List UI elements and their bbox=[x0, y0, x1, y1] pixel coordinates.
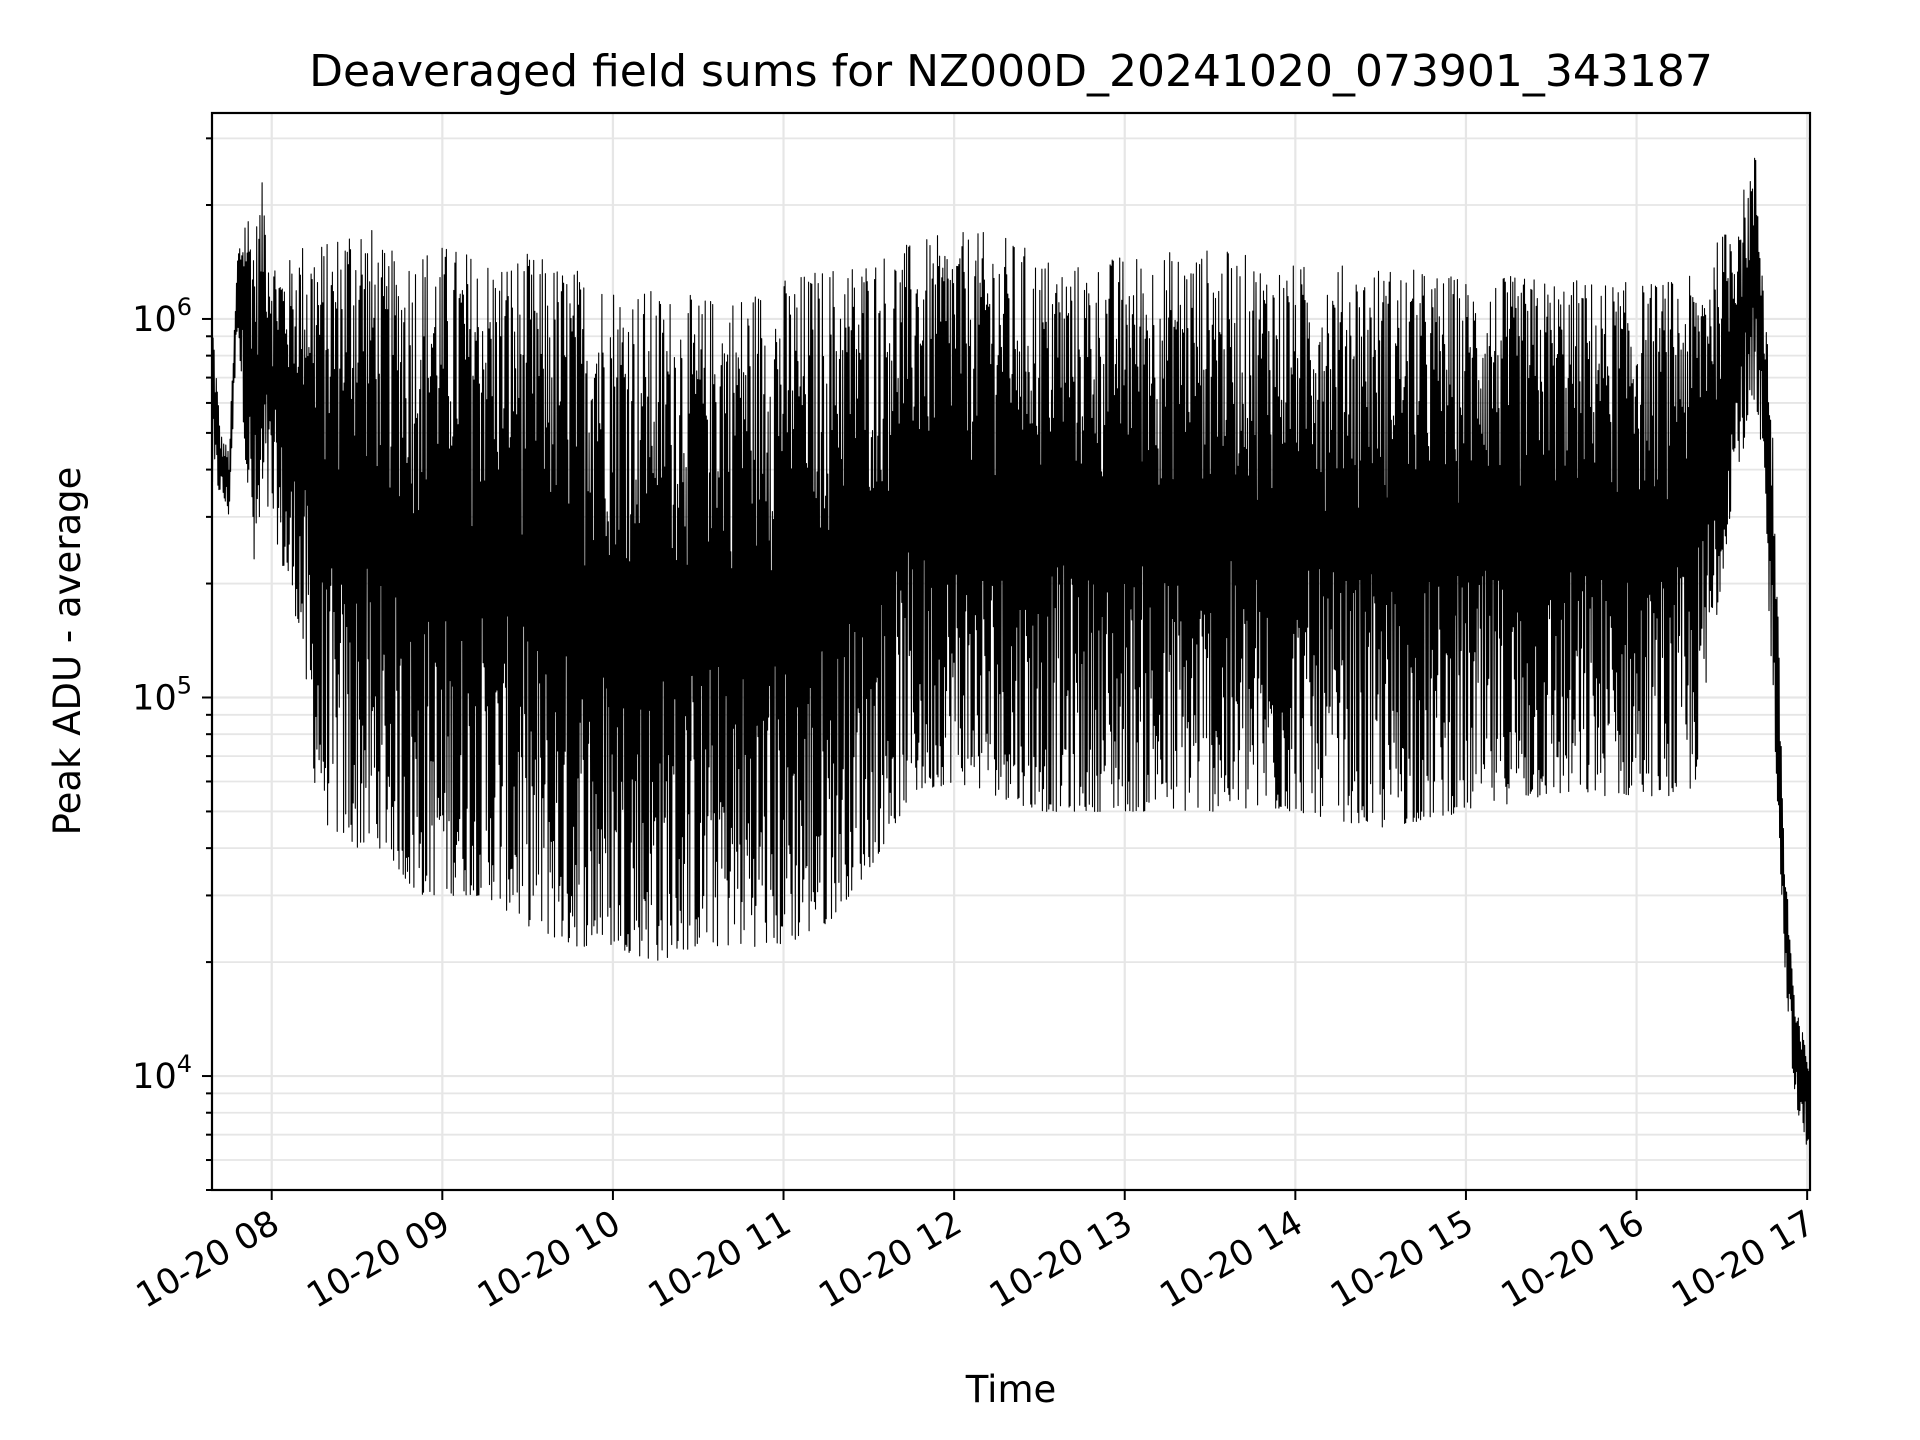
plot-frame bbox=[210, 111, 1812, 1192]
x-tick-label: 10-20 08 bbox=[130, 1203, 286, 1316]
chart-title: Deaveraged field sums for NZ000D_2024102… bbox=[309, 46, 1713, 97]
x-tick-label: 10-20 12 bbox=[812, 1203, 968, 1316]
x-tick-label: 10-20 17 bbox=[1665, 1203, 1821, 1316]
x-tick-label: 10-20 16 bbox=[1495, 1203, 1651, 1316]
x-tick-label: 10-20 14 bbox=[1154, 1203, 1310, 1316]
data-series bbox=[211, 157, 1811, 1145]
x-tick-label: 10-20 11 bbox=[642, 1203, 798, 1316]
y-axis-label: Peak ADU - average bbox=[46, 467, 89, 836]
x-axis-ticks: 10-20 08 10-20 09 10-20 10 10-20 11 10-20 12… bbox=[130, 1190, 1822, 1316]
y-tick-label-exponent: 6 bbox=[177, 293, 192, 321]
y-tick-label-base: 10 bbox=[132, 1057, 177, 1097]
x-axis-label: Time bbox=[965, 1368, 1057, 1411]
y-tick-label-exponent: 5 bbox=[177, 672, 192, 700]
x-tick-label: 10-20 15 bbox=[1324, 1203, 1480, 1316]
y-tick-label: 106 bbox=[132, 293, 192, 340]
x-tick-label: 10-20 13 bbox=[983, 1203, 1139, 1316]
y-tick-label: 104 bbox=[132, 1050, 192, 1097]
y-tick-label-exponent: 4 bbox=[177, 1050, 192, 1078]
x-tick-label: 10-20 10 bbox=[471, 1203, 627, 1316]
y-tick-label: 105 bbox=[132, 672, 192, 719]
x-tick-label: 10-20 09 bbox=[301, 1203, 457, 1316]
series-line bbox=[211, 157, 1811, 1145]
y-tick-label-base: 10 bbox=[132, 679, 177, 719]
y-tick-label-base: 10 bbox=[132, 300, 177, 340]
